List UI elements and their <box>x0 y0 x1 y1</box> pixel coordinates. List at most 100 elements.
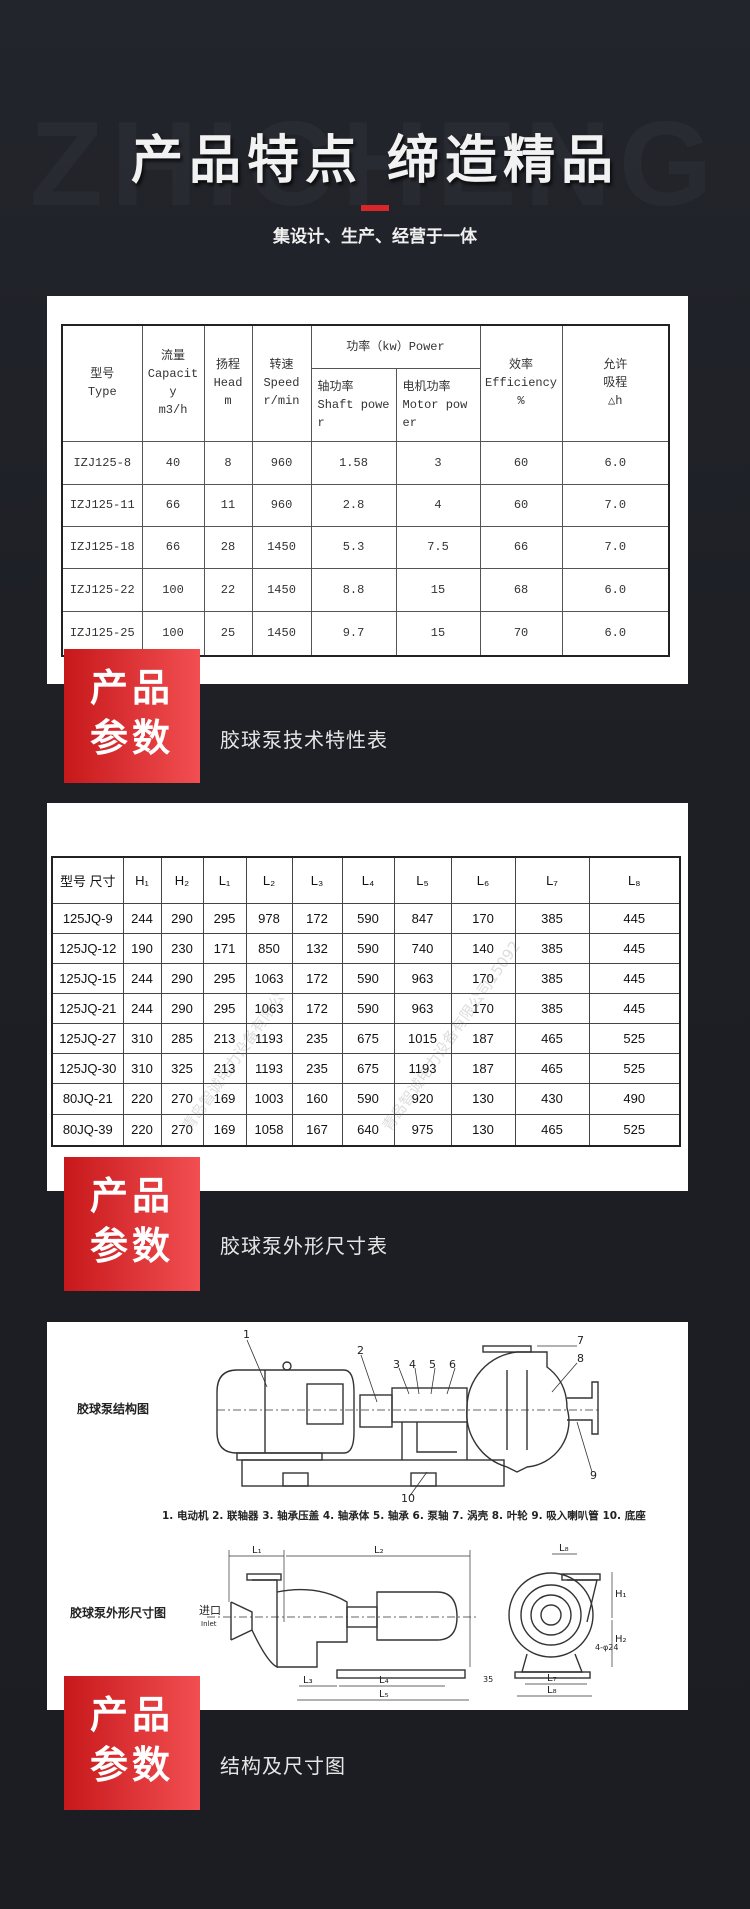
column-header: L₈ <box>588 856 681 904</box>
table-cell: 2.8 <box>310 483 397 527</box>
table-row: IZJ125-25 100 25 1450 9.7 15 70 6.0 <box>61 610 670 657</box>
table-cell: 160 <box>291 1082 343 1115</box>
column-header: L₂ <box>245 856 293 904</box>
table-row: IZJ125-8 40 8 960 1.58 3 60 6.0 <box>61 440 670 485</box>
table-cell: 490 <box>588 1082 681 1115</box>
table-cell: 22 <box>203 567 253 612</box>
table-cell: 66 <box>479 525 563 569</box>
table-cell: 171 <box>202 932 247 964</box>
table-row: IZJ125-18 66 28 1450 5.3 7.5 66 7.0 <box>61 525 670 569</box>
table-cell: 244 <box>122 902 162 934</box>
dimension-table: 型号 尺寸 H₁ H₂ L₁ L₂ L₃ L₄ L₅ L₆ L₇ L₈ 125JQ-9 244 290 29… <box>51 856 681 1147</box>
table-cell: 11 <box>203 483 253 527</box>
table-cell: 170 <box>450 902 516 934</box>
header-suction: 允许 吸程 △h <box>561 324 670 442</box>
inlet-label: 进口 <box>199 1604 221 1617</box>
badge-line1: 产品 <box>89 1174 174 1218</box>
table-row: 125JQ-9 244 290 295 978 172 590 847 170 385 445 <box>51 902 681 934</box>
table-cell: 169 <box>202 1113 247 1147</box>
header-head: 扬程 Head m <box>203 324 253 442</box>
table-cell: 1.58 <box>310 440 397 485</box>
dim-label: H₂ <box>615 1634 627 1645</box>
table-cell: 220 <box>122 1082 162 1115</box>
table-cell: 60 <box>479 440 563 485</box>
part-number: 4 <box>409 1358 416 1371</box>
table-cell: 590 <box>341 932 395 964</box>
table-cell: 1193 <box>245 1052 293 1084</box>
table-cell: 6.0 <box>561 440 670 485</box>
column-header: L₁ <box>202 856 247 904</box>
table-cell: 590 <box>341 1082 395 1115</box>
header-type: 型号 Type <box>61 324 143 442</box>
table-cell: 40 <box>141 440 205 485</box>
table-cell: 1015 <box>393 1022 452 1054</box>
inlet-label-en: Inlet <box>201 1620 217 1628</box>
table-cell: 7.5 <box>395 525 481 569</box>
table-cell: 125JQ-21 <box>51 992 124 1024</box>
table-cell: 213 <box>202 1022 247 1054</box>
table-cell: 8.8 <box>310 567 397 612</box>
table-cell: 920 <box>393 1082 452 1115</box>
dim-label: L₃ <box>303 1675 313 1686</box>
table-row: IZJ125-11 66 11 960 2.8 4 60 7.0 <box>61 483 670 527</box>
table-cell: 100 <box>141 610 205 657</box>
parts-legend: 1. 电动机 2. 联轴器 3. 轴承压盖 4. 轴承体 5. 轴承 6. 泵轴… <box>162 1509 646 1522</box>
header-efficiency: 效率 Efficiency % <box>479 324 563 442</box>
header-motor-power: 电机功率 Motor pow er <box>395 367 481 442</box>
table-cell: 963 <box>393 992 452 1024</box>
table-cell: 1063 <box>245 992 293 1024</box>
column-header: L₆ <box>450 856 516 904</box>
dim-label: L₁ <box>252 1545 262 1556</box>
header-shaft-power: 轴功率 Shaft powe r <box>310 367 397 442</box>
table-cell: 1450 <box>251 525 312 569</box>
page-title: 产品特点 缔造精品 <box>130 131 620 191</box>
table-cell: 270 <box>160 1113 204 1147</box>
table-cell: IZJ125-18 <box>61 525 143 569</box>
diagram-panel: 胶球泵结构图 胶球泵外形尺寸图 1 2 3 4 5 6 7 8 9 10 1. … <box>47 1322 688 1710</box>
table-cell: 385 <box>514 902 590 934</box>
dim-label: L₂ <box>374 1545 384 1556</box>
table-cell: 6.0 <box>561 567 670 612</box>
part-number: 6 <box>449 1358 456 1371</box>
table-cell: 7.0 <box>561 525 670 569</box>
table-cell: 590 <box>341 902 395 934</box>
table-cell: IZJ125-11 <box>61 483 143 527</box>
column-header: L₄ <box>341 856 395 904</box>
table-cell: 130 <box>450 1082 516 1115</box>
page-subtitle: 集设计、生产、经营于一体 <box>273 227 477 247</box>
dim-label: L₅ <box>379 1689 389 1700</box>
table-cell: 125JQ-12 <box>51 932 124 964</box>
table-cell: 960 <box>251 483 312 527</box>
table-cell: 235 <box>291 1022 343 1054</box>
table-cell: 187 <box>450 1052 516 1084</box>
dimension-table-panel: 型号 尺寸 H₁ H₂ L₁ L₂ L₃ L₄ L₅ L₆ L₇ L₈ 125JQ-9 244 290 29… <box>47 803 688 1191</box>
dim-label: L₄ <box>379 1675 389 1686</box>
title-divider <box>361 205 389 211</box>
leader-lines <box>246 1339 593 1498</box>
table-cell: 125JQ-27 <box>51 1022 124 1054</box>
table-cell: 167 <box>291 1113 343 1147</box>
structure-title: 胶球泵结构图 <box>77 1401 149 1416</box>
part-number: 8 <box>577 1352 584 1365</box>
table-cell: 1058 <box>245 1113 293 1147</box>
table-cell: 125JQ-15 <box>51 962 124 994</box>
outline-side-drawing <box>207 1573 477 1679</box>
badge-line1: 产品 <box>89 1693 174 1737</box>
table-cell: 465 <box>514 1022 590 1054</box>
technical-spec-table: 型号 Type 流量 Capacit y m3/h 扬程 Head m 转速 S… <box>61 324 671 657</box>
section-caption: 结构及尺寸图 <box>220 1754 346 1778</box>
dim-label: L₈ <box>547 1685 557 1696</box>
table-cell: 1450 <box>251 610 312 657</box>
table-cell: 590 <box>341 962 395 994</box>
table-row: 125JQ-30 310 325 213 1193 235 675 1193 187 465 525 <box>51 1052 681 1084</box>
table-row: 125JQ-21 244 290 295 1063 172 590 963 170 385 445 <box>51 992 681 1024</box>
table-cell: 7.0 <box>561 483 670 527</box>
column-header: L₇ <box>514 856 590 904</box>
table-cell: 244 <box>122 962 162 994</box>
table-cell: 15 <box>395 567 481 612</box>
table-cell: 28 <box>203 525 253 569</box>
dim-label: 4-φ24 <box>595 1643 618 1652</box>
table-cell: 285 <box>160 1022 204 1054</box>
table-cell: 244 <box>122 992 162 1024</box>
table-cell: 1450 <box>251 567 312 612</box>
